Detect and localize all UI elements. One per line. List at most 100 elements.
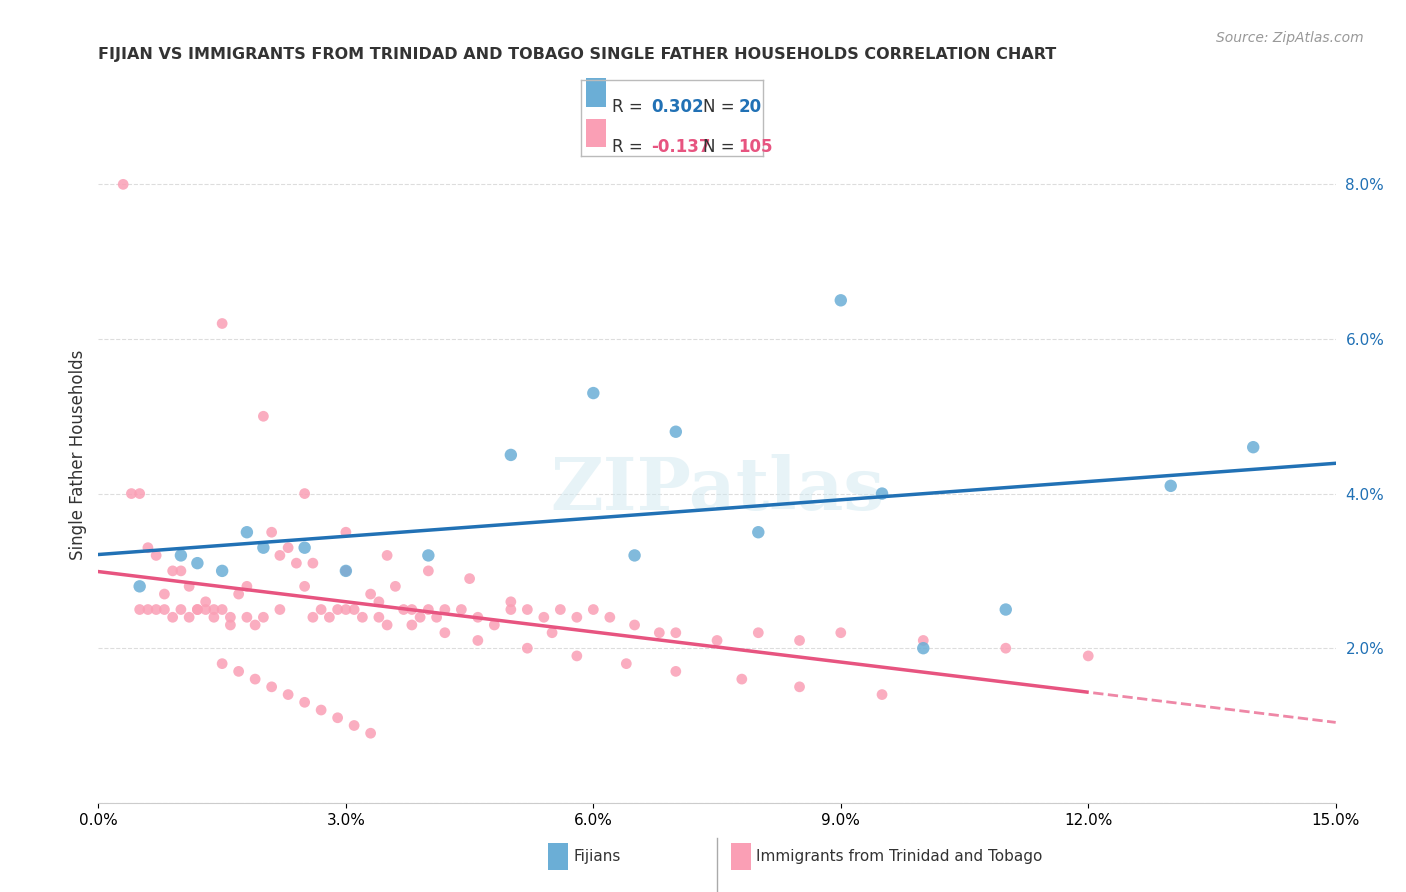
Point	[789, 633, 811, 648]
Point	[384, 579, 406, 593]
Point	[706, 633, 728, 648]
Point	[228, 665, 250, 679]
Text: Immigrants from Trinidad and Tobago: Immigrants from Trinidad and Tobago	[756, 849, 1043, 863]
Point	[186, 602, 208, 616]
Point	[418, 549, 440, 563]
Point	[1160, 479, 1182, 493]
Text: Source: ZipAtlas.com: Source: ZipAtlas.com	[1216, 31, 1364, 45]
Point	[260, 680, 283, 694]
Text: Fijians: Fijians	[574, 849, 621, 863]
Point	[912, 641, 935, 656]
Point	[211, 564, 233, 578]
Point	[747, 525, 769, 540]
Point	[285, 556, 308, 570]
Point	[335, 564, 357, 578]
Point	[450, 602, 472, 616]
Point	[665, 665, 688, 679]
Text: N =: N =	[703, 98, 740, 116]
Point	[302, 610, 325, 624]
Point	[789, 680, 811, 694]
Point	[335, 525, 357, 540]
Point	[179, 610, 201, 624]
Point	[128, 486, 150, 500]
Point	[294, 486, 316, 500]
Text: 0.302: 0.302	[651, 98, 703, 116]
Point	[541, 625, 564, 640]
Point	[426, 610, 449, 624]
Point	[1077, 648, 1099, 663]
Point	[162, 564, 184, 578]
Point	[830, 293, 852, 308]
Point	[665, 425, 688, 439]
Point	[236, 610, 259, 624]
Point	[352, 610, 374, 624]
Point	[409, 610, 432, 624]
Point	[335, 564, 357, 578]
Point	[433, 625, 456, 640]
Point	[747, 625, 769, 640]
Point	[623, 618, 645, 632]
Point	[375, 618, 398, 632]
Point	[467, 610, 489, 624]
Point	[228, 587, 250, 601]
Point	[145, 602, 167, 616]
Point	[269, 602, 291, 616]
Point	[367, 610, 389, 624]
Point	[533, 610, 555, 624]
Point	[499, 448, 522, 462]
Point	[392, 602, 415, 616]
Point	[433, 602, 456, 616]
Point	[202, 610, 225, 624]
Point	[136, 541, 159, 555]
Point	[516, 602, 538, 616]
Point	[186, 602, 208, 616]
Point	[375, 549, 398, 563]
Point	[418, 564, 440, 578]
Point	[243, 672, 266, 686]
Point	[912, 633, 935, 648]
Point	[360, 726, 382, 740]
Point	[179, 579, 201, 593]
Point	[294, 541, 316, 555]
Text: ZIPatlas: ZIPatlas	[550, 454, 884, 525]
Text: 20: 20	[738, 98, 761, 116]
Point	[219, 610, 242, 624]
Point	[269, 549, 291, 563]
Point	[211, 657, 233, 671]
Point	[484, 618, 506, 632]
Point	[294, 579, 316, 593]
Point	[367, 595, 389, 609]
Point	[994, 641, 1017, 656]
Point	[326, 711, 349, 725]
Point	[202, 602, 225, 616]
Point	[614, 657, 637, 671]
Point	[252, 610, 274, 624]
Point	[145, 549, 167, 563]
Point	[401, 602, 423, 616]
Point	[236, 579, 259, 593]
Point	[335, 602, 357, 616]
Point	[318, 610, 340, 624]
Point	[582, 386, 605, 401]
Point	[211, 317, 233, 331]
Point	[194, 595, 217, 609]
Point	[170, 549, 193, 563]
Point	[360, 587, 382, 601]
Y-axis label: Single Father Households: Single Father Households	[69, 350, 87, 560]
Point	[309, 703, 332, 717]
Point	[243, 618, 266, 632]
Point	[170, 564, 193, 578]
Point	[516, 641, 538, 656]
Point	[153, 602, 176, 616]
Point	[648, 625, 671, 640]
Point	[326, 602, 349, 616]
Point	[1241, 440, 1264, 454]
Point	[599, 610, 621, 624]
Point	[870, 688, 893, 702]
Point	[870, 486, 893, 500]
Point	[830, 625, 852, 640]
Point	[170, 602, 193, 616]
Point	[418, 602, 440, 616]
Point	[565, 648, 588, 663]
Point	[136, 602, 159, 616]
